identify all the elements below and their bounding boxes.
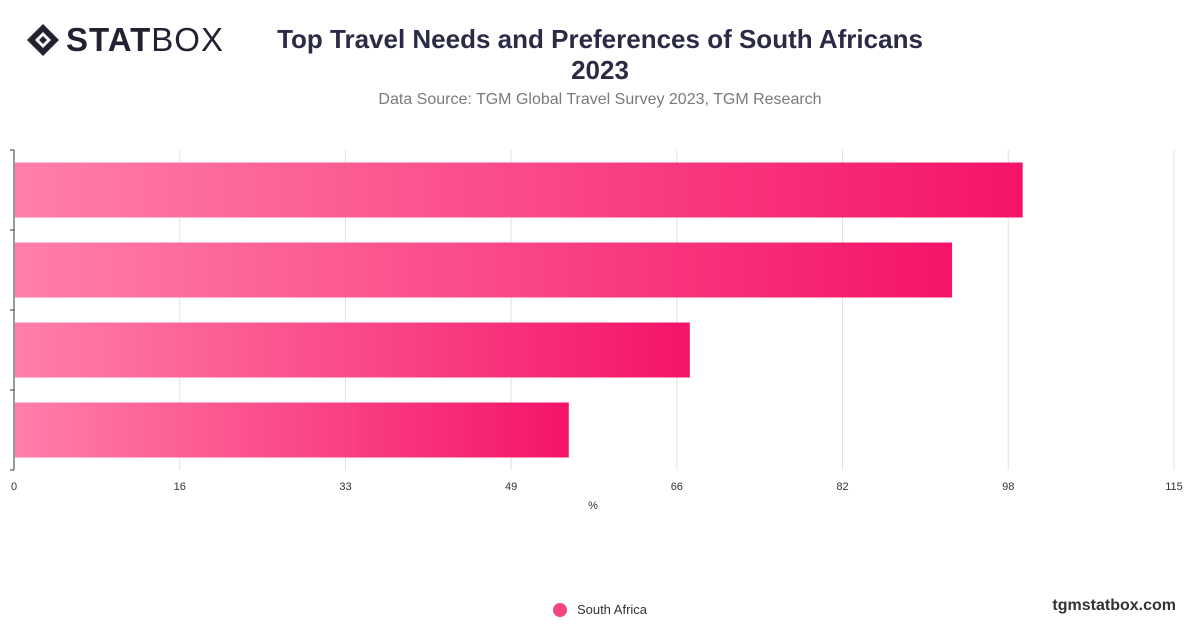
chart-title: Top Travel Needs and Preferences of Sout… <box>250 24 950 86</box>
x-axis-label: % <box>588 500 598 512</box>
logo-text-light: BOX <box>151 21 224 58</box>
chart-title-line2: 2023 <box>571 55 629 85</box>
bar <box>15 322 690 378</box>
logo-text-bold: STAT <box>66 21 152 58</box>
x-tick-label: 49 <box>505 481 517 493</box>
x-tick-label: 16 <box>174 481 186 493</box>
chart-title-line1: Top Travel Needs and Preferences of Sout… <box>277 24 923 54</box>
diamond-logo-icon <box>27 24 59 56</box>
x-tick-label: 98 <box>1002 481 1014 493</box>
x-tick-label: 66 <box>671 481 683 493</box>
bar-chart: 0 16 33 49 66 82 98 115% <box>10 149 1183 512</box>
logo-wordmark: STATBOX <box>66 22 224 58</box>
x-tick-label: 115 <box>1165 481 1183 493</box>
legend-label[interactable]: South Africa <box>576 602 648 617</box>
x-tick-label: 33 <box>339 481 351 493</box>
bar <box>15 402 569 458</box>
chart-subtitle: Data Source: TGM Global Travel Survey 20… <box>378 91 822 108</box>
statbox-logo: STATBOX <box>26 22 224 58</box>
watermark: tgmstatbox.com <box>1052 597 1176 614</box>
bar <box>15 242 953 298</box>
bar <box>15 162 1023 218</box>
x-tick-label: 82 <box>836 481 848 493</box>
x-tick-label: 0 <box>11 481 17 493</box>
legend: South Africa <box>0 602 1200 617</box>
legend-dot-icon[interactable] <box>552 602 567 617</box>
